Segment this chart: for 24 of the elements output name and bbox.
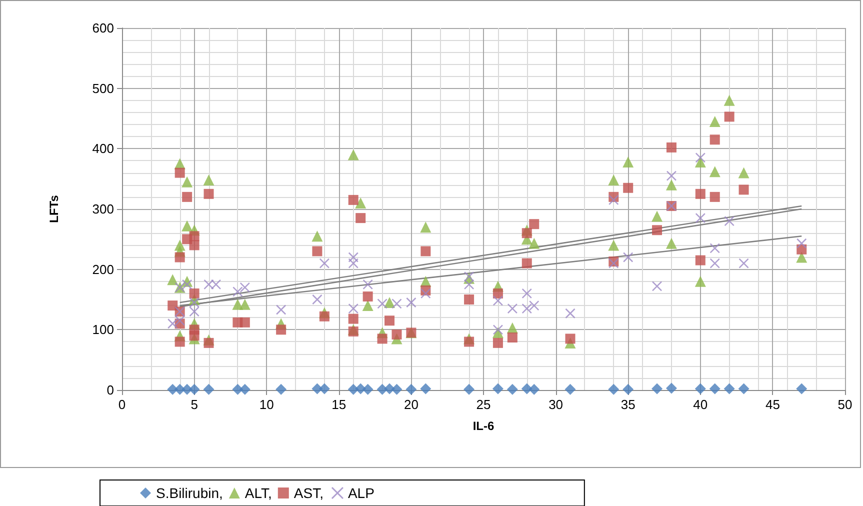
y-tick-label: 300 [92, 202, 114, 216]
x-tick-label: 20 [404, 397, 418, 412]
legend-label: AST, [294, 485, 324, 501]
x-tick-label: 5 [190, 397, 198, 412]
legend-label: ALP [348, 485, 374, 501]
x-tick-label: 30 [548, 397, 564, 412]
y-tick-label: 400 [92, 141, 114, 156]
y-tick-label: 0 [106, 382, 114, 398]
legend-label: S.Bilirubin, [156, 485, 223, 501]
x-tick-label: 45 [765, 397, 780, 412]
x-tick-label: 40 [693, 397, 708, 412]
x-tick-label: 50 [838, 397, 852, 412]
y-axis-title: LFTs [47, 194, 61, 223]
x-tick-label: 10 [259, 397, 274, 412]
x-tick-label: 0 [118, 397, 126, 412]
y-tick-label: 600 [92, 20, 114, 36]
x-axis-title: IL-6 [472, 419, 494, 433]
y-tick-label: 100 [92, 322, 114, 338]
y-tick-label: 200 [92, 262, 114, 277]
y-tick-label: 500 [92, 80, 114, 96]
x-tick-label: 25 [476, 397, 491, 412]
x-tick-label: 15 [332, 397, 346, 412]
x-tick-label: 35 [620, 397, 636, 412]
legend-label: ALT, [244, 485, 272, 501]
